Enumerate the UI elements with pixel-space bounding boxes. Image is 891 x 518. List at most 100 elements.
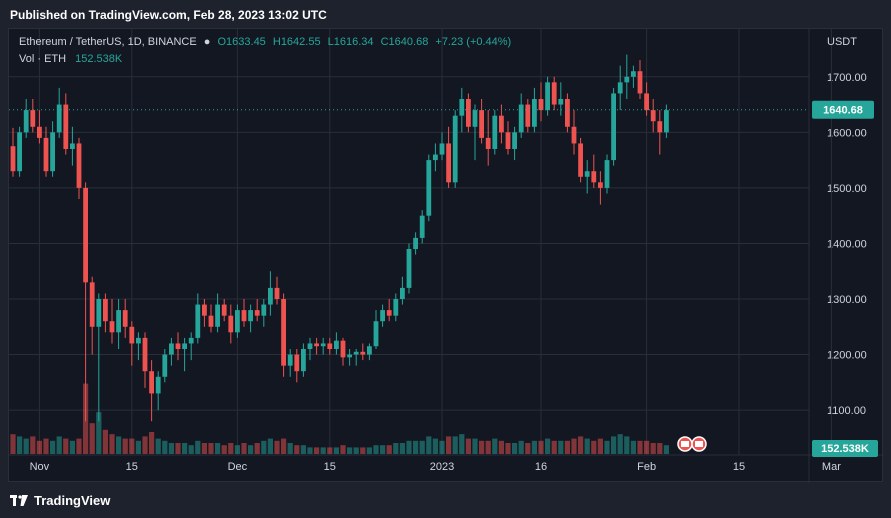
candle-body [624, 76, 630, 83]
candle-body [518, 104, 524, 133]
candle-body [406, 249, 412, 288]
volume-bar [624, 436, 630, 454]
volume-bar [320, 447, 326, 454]
volume-bar [584, 438, 590, 454]
volume-bar [419, 440, 425, 454]
candle-body [578, 143, 583, 177]
volume-bar [558, 440, 564, 454]
open-dot-icon: ● [203, 36, 211, 48]
volume-bar [254, 443, 260, 454]
candle-body [307, 343, 313, 349]
x-tick-label: Mar [822, 461, 841, 473]
volume-bar [261, 440, 267, 454]
candle-body [23, 110, 29, 133]
volume-bar [333, 447, 339, 454]
volume-bar [182, 443, 188, 454]
candle-body [551, 82, 557, 105]
candle-body [274, 287, 280, 299]
candle-body [538, 99, 544, 111]
candle-body [96, 299, 102, 327]
close-value: C1640.68 [380, 36, 429, 48]
volume-bar [241, 443, 247, 454]
volume-bar [505, 443, 511, 454]
symbol-label[interactable]: Ethereum / TetherUS, 1D, BINANCE [19, 36, 197, 48]
candle-body [215, 304, 220, 327]
volume-bar [17, 436, 23, 454]
brand-text: TradingView [34, 493, 111, 508]
volume-bar [399, 443, 405, 454]
candle-body [228, 315, 234, 333]
high-value: H1642.55 [272, 36, 321, 48]
volume-bar [109, 434, 115, 454]
candle-body [142, 337, 148, 372]
candle-body [664, 110, 669, 133]
candle-body [208, 315, 214, 327]
candle-body [558, 99, 564, 105]
low-value: L1616.34 [327, 36, 374, 48]
candle-body [327, 343, 333, 349]
candle-body [162, 354, 168, 377]
flag-icon [681, 441, 689, 447]
last-price-label: 1640.68 [823, 105, 863, 117]
volume-bar [248, 445, 254, 454]
candle-body [637, 71, 643, 94]
candle-body [17, 132, 22, 172]
volume-bar [479, 440, 485, 454]
volume-bar [644, 440, 650, 454]
candle-body [149, 371, 154, 394]
candle-body [334, 340, 339, 349]
volume-bar [571, 438, 577, 454]
candle-body [261, 304, 267, 316]
volume-bar [142, 436, 148, 454]
candle-body [195, 304, 201, 338]
volume-bar [393, 443, 399, 454]
volume-bar [373, 445, 379, 454]
candle-body [155, 376, 161, 394]
candle-body [565, 99, 570, 127]
volume-bar [617, 434, 623, 454]
candle-body [604, 160, 610, 188]
volume-bar [228, 443, 234, 454]
candle-body [426, 160, 432, 216]
footer-bar: TradingView [0, 484, 891, 518]
candle-body [175, 343, 181, 349]
y-tick-label: 1400.00 [827, 238, 867, 250]
candle-body [657, 121, 663, 133]
volume-bar [175, 443, 181, 454]
chart-panel[interactable]: 1100.00 1200.00 1300.00 1400.00 1500.00 1600.… [8, 28, 884, 483]
candlestick-chart[interactable]: 1100.00 1200.00 1300.00 1400.00 1500.00 1600.… [9, 29, 884, 483]
volume-bar [525, 443, 531, 454]
candle-body [512, 132, 517, 149]
volume-label[interactable]: Vol · ETH [19, 53, 67, 65]
candle-body [37, 126, 42, 138]
candle-body [492, 115, 498, 149]
x-tick-label: 16 [535, 461, 547, 473]
candle-body [268, 287, 273, 305]
candle-body [314, 343, 319, 347]
y-tick-label: 1100.00 [827, 405, 866, 417]
change-value: +7.23 (+0.44%) [435, 36, 512, 48]
volume-bar [591, 440, 597, 454]
volume-bar [287, 443, 293, 454]
volume-bar [472, 438, 478, 454]
candle-body [400, 287, 405, 299]
volume-bar [314, 447, 320, 454]
tradingview-logo[interactable]: TradingView [10, 493, 110, 508]
y-tick-label: 1200.00 [827, 350, 867, 362]
volume-bar [650, 443, 656, 454]
volume-bar [518, 440, 524, 454]
candle-body [584, 171, 590, 177]
volume-bar [657, 443, 663, 454]
volume-bar [413, 440, 419, 454]
candle-body [380, 310, 385, 322]
candle-body [446, 143, 451, 183]
candle-body [353, 351, 359, 355]
volume-bar [432, 438, 438, 454]
candle-body [294, 354, 300, 372]
volume-bar [347, 447, 353, 454]
candle-body [459, 99, 465, 116]
tradingview-logo-icon [10, 495, 28, 506]
volume-bar [56, 436, 62, 454]
candle-body [129, 326, 135, 344]
volume-bar [551, 440, 557, 454]
